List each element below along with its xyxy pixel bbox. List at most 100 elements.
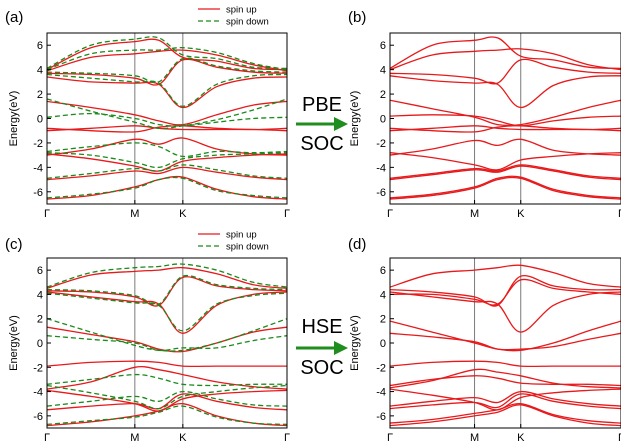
y-tick-label: -4 [33, 162, 43, 174]
band-line [47, 291, 287, 334]
spin-down-band-line [47, 47, 287, 71]
band-line [47, 389, 287, 412]
band-line [390, 114, 621, 127]
spin-down-band-line [47, 112, 287, 127]
spin-down-band-line [47, 335, 287, 352]
y-tick-label: 2 [37, 314, 43, 326]
legend-label: spin down [226, 242, 269, 253]
x-tick-label: Γ [387, 208, 393, 220]
spin-down-band-line [47, 36, 287, 70]
band-line [390, 274, 621, 307]
panel-label: (a) [5, 9, 23, 26]
spin-down-band-line [47, 57, 287, 84]
band-line [390, 99, 621, 127]
y-tick-label: 0 [380, 114, 386, 126]
band-line [390, 291, 621, 333]
y-axis-label: Energy(eV) [349, 315, 361, 371]
band-line [390, 278, 621, 306]
y-axis-label: Energy(eV) [349, 91, 361, 147]
y-axis-label: Energy(eV) [8, 315, 20, 371]
bands [47, 263, 287, 427]
y-tick-label: 2 [380, 89, 386, 101]
x-tick-label: Γ [618, 208, 621, 220]
soc-label-top: SOC [300, 133, 343, 155]
band-line [47, 266, 287, 290]
x-tick-label: Γ [618, 432, 621, 443]
band-line [390, 152, 621, 171]
band-line [390, 368, 621, 389]
y-tick-label: -4 [33, 387, 43, 399]
band-line [390, 75, 621, 109]
y-tick-label: 4 [37, 289, 43, 301]
band-line [390, 388, 621, 411]
legend-label: spin down [226, 17, 269, 28]
x-tick-label: K [179, 208, 187, 220]
spin-down-band-line [47, 176, 287, 199]
y-tick-label: 0 [37, 114, 43, 126]
y-tick-label: -6 [33, 187, 43, 199]
spin-down-band-line [47, 274, 287, 306]
y-tick-label: 0 [37, 338, 43, 350]
pbe-label: PBE [302, 94, 342, 116]
spin-down-band-line [47, 390, 287, 407]
soc-label-bottom: SOC [300, 357, 343, 379]
right-arrow-icon [296, 117, 348, 131]
x-tick-label: M [470, 432, 479, 443]
spin-down-band-line [47, 318, 287, 352]
band-line [390, 320, 621, 352]
spin-down-band-line [47, 405, 287, 426]
bands [47, 36, 287, 200]
y-tick-label: 6 [37, 40, 43, 52]
band-line [390, 48, 621, 71]
y-tick-label: -6 [376, 411, 386, 423]
bands [390, 264, 621, 427]
band-line [390, 175, 621, 199]
band-line [47, 166, 287, 181]
y-tick-label: 6 [37, 265, 43, 277]
band-line [390, 360, 621, 368]
y-tick-label: -6 [376, 187, 386, 199]
x-tick-label: Γ [44, 432, 50, 443]
band-line [390, 138, 621, 156]
spin-down-band-line [47, 384, 287, 410]
band-line [47, 326, 287, 353]
band-line [390, 58, 621, 85]
y-axis-label: Energy(eV) [8, 91, 20, 147]
spin-down-band-line [47, 164, 287, 179]
x-tick-label: K [179, 432, 187, 443]
band-line [390, 332, 621, 351]
band-line [390, 403, 621, 424]
y-tick-label: -2 [376, 362, 386, 374]
band-line [47, 175, 287, 200]
x-tick-label: M [130, 432, 139, 443]
y-tick-label: 4 [37, 65, 43, 77]
y-tick-label: 2 [380, 314, 386, 326]
band-line [47, 137, 287, 156]
x-tick-label: Γ [284, 208, 290, 220]
hse-label: HSE [301, 316, 342, 338]
x-tick-label: M [470, 208, 479, 220]
y-tick-label: 4 [380, 289, 386, 301]
y-tick-label: -2 [33, 362, 43, 374]
spin-down-band-line [47, 142, 287, 158]
bands [390, 36, 621, 200]
band-line [390, 176, 621, 200]
y-tick-label: 6 [380, 265, 386, 277]
panel-label: (d) [348, 236, 366, 253]
band-line [47, 153, 287, 172]
panel-label: (c) [5, 236, 23, 253]
band-line [390, 393, 621, 410]
x-tick-label: Γ [284, 432, 290, 443]
x-tick-label: K [517, 208, 525, 220]
x-tick-label: M [130, 208, 139, 220]
legend-label: spin up [226, 230, 257, 241]
band-line [390, 264, 621, 288]
spin-down-band-line [47, 373, 287, 387]
y-tick-label: -2 [33, 138, 43, 150]
y-tick-label: -4 [376, 162, 386, 174]
